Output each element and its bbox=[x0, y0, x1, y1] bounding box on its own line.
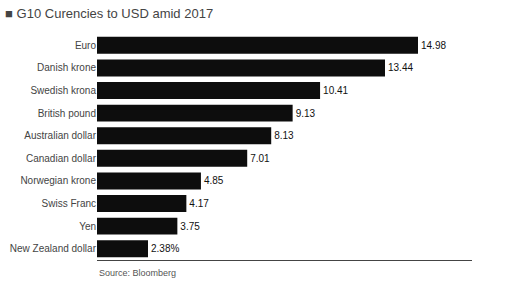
svg-text:Norwegian krone: Norwegian krone bbox=[20, 175, 96, 186]
svg-text:Source: Bloomberg: Source: Bloomberg bbox=[99, 268, 176, 278]
svg-text:10.41: 10.41 bbox=[323, 85, 348, 96]
svg-text:7.01: 7.01 bbox=[250, 153, 270, 164]
svg-text:9.13: 9.13 bbox=[296, 108, 316, 119]
svg-text:Canadian dollar: Canadian dollar bbox=[26, 153, 97, 164]
svg-text:■ G10 Curencies to USD amid 20: ■ G10 Curencies to USD amid 2017 bbox=[5, 6, 213, 21]
svg-text:Swedish krona: Swedish krona bbox=[30, 85, 96, 96]
svg-text:2.38%: 2.38% bbox=[151, 243, 179, 254]
svg-text:Euro: Euro bbox=[75, 40, 97, 51]
svg-text:Yen: Yen bbox=[79, 221, 96, 232]
svg-text:British pound: British pound bbox=[38, 108, 96, 119]
svg-text:3.75: 3.75 bbox=[180, 221, 200, 232]
svg-text:8.13: 8.13 bbox=[274, 130, 294, 141]
svg-text:4.85: 4.85 bbox=[204, 175, 224, 186]
svg-text:14.98: 14.98 bbox=[421, 40, 446, 51]
svg-text:Australian dollar: Australian dollar bbox=[24, 130, 96, 141]
svg-text:Swiss Franc: Swiss Franc bbox=[42, 198, 96, 209]
svg-text:13.44: 13.44 bbox=[388, 62, 413, 73]
svg-text:New Zealand dollar: New Zealand dollar bbox=[10, 243, 97, 254]
svg-text:Danish krone: Danish krone bbox=[37, 62, 96, 73]
svg-text:4.17: 4.17 bbox=[189, 198, 209, 209]
